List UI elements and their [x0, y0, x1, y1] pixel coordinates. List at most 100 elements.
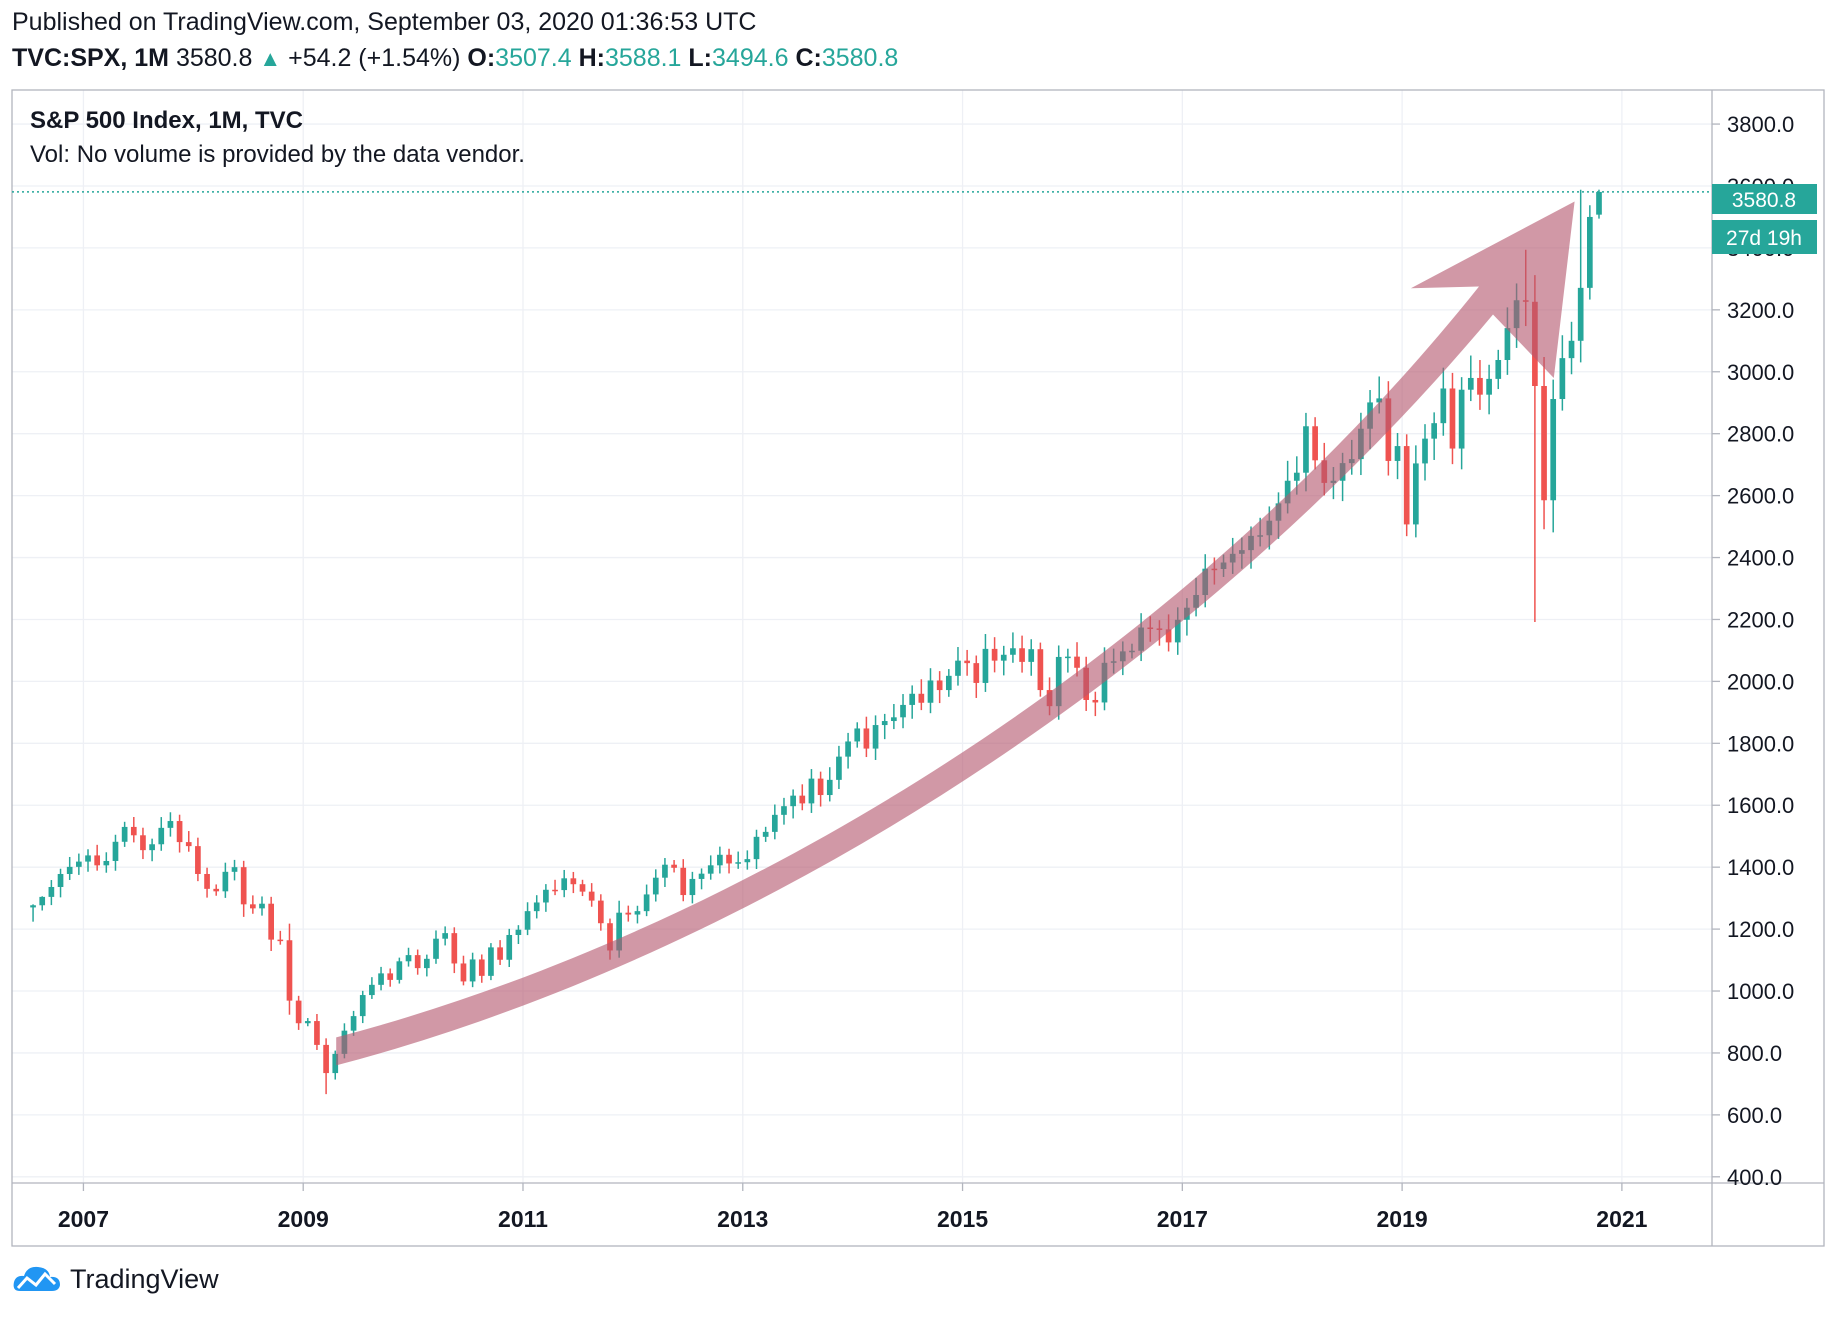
x-tick-label: 2011	[498, 1206, 548, 1232]
candle-body	[478, 959, 485, 976]
candle-body	[1422, 438, 1428, 464]
candle-body	[1101, 662, 1108, 703]
candle-body	[1010, 648, 1016, 655]
candle-body	[698, 873, 705, 879]
candle-body	[597, 900, 604, 924]
candle-body	[909, 693, 916, 705]
candle-body	[1596, 191, 1602, 215]
candle-body	[222, 871, 229, 892]
trend-arrow-annotation	[336, 201, 1575, 1066]
candle-body	[57, 873, 64, 887]
candle-body	[488, 947, 494, 976]
candle-body	[396, 961, 403, 980]
candle-body	[442, 933, 448, 939]
candle-body	[643, 894, 650, 912]
open-label: O:	[467, 44, 496, 72]
candle-body	[1577, 287, 1584, 341]
symbol-ohlc-line: TVC:SPX, 1M 3580.8 ▲ +54.2 (+1.54%) O:35…	[12, 44, 898, 73]
candle-body	[726, 854, 732, 864]
last-price-label: 3580.8	[1732, 189, 1796, 212]
candle-body	[927, 680, 934, 703]
candles	[30, 189, 1602, 1095]
candle-body	[195, 846, 201, 874]
candle-body	[176, 821, 183, 843]
candle-body	[1065, 656, 1071, 659]
low-value: 3494.6	[712, 44, 789, 72]
candle-body	[39, 896, 46, 906]
candle-body	[817, 778, 824, 796]
y-tick-label: 3000.0	[1727, 360, 1794, 385]
candle-body	[570, 878, 577, 885]
candle-body	[762, 831, 769, 837]
candle-body	[121, 826, 128, 842]
candle-body	[1550, 399, 1557, 501]
candle-body	[881, 721, 888, 726]
candle-body	[350, 1016, 357, 1031]
candle-body	[185, 842, 192, 847]
candle-body	[1394, 446, 1401, 461]
y-tick-label: 1800.0	[1727, 731, 1794, 756]
candle-body	[515, 929, 522, 935]
candle-body	[405, 955, 412, 962]
candle-body	[1376, 398, 1383, 403]
candle-body	[497, 947, 503, 960]
candle-body	[323, 1044, 329, 1074]
candle-body	[304, 1021, 311, 1024]
y-axis: 400.0 600.0 800.0 1000.0 1200.0 1400.0 1600.0 1…	[1712, 112, 1794, 1190]
candle-body	[414, 955, 421, 969]
y-tick-label: 1400.0	[1727, 855, 1794, 880]
candle-body	[900, 704, 906, 718]
candle-body	[94, 855, 101, 866]
candle-body	[836, 756, 842, 780]
candle-body	[982, 648, 989, 683]
y-tick-label: 2000.0	[1727, 669, 1794, 694]
close-label: C:	[795, 44, 822, 72]
candle-body	[973, 663, 980, 683]
candle-body	[781, 806, 787, 815]
candle-body	[588, 891, 595, 901]
high-value: 3588.1	[604, 44, 682, 72]
candle-body	[689, 878, 696, 896]
candle-body	[140, 835, 146, 851]
close-value: 3580.8	[821, 44, 899, 72]
candle-body	[259, 903, 265, 909]
x-tick-label: 2009	[278, 1206, 329, 1232]
legend-title: S&P 500 Index, 1M, TVC	[30, 107, 303, 134]
up-triangle-icon: ▲	[259, 46, 282, 71]
candle-body	[991, 648, 998, 661]
candle-body	[552, 889, 558, 892]
y-tick-label: 2400.0	[1727, 546, 1794, 571]
candle-body	[918, 693, 925, 703]
candle-body	[112, 841, 119, 861]
tradingview-logo[interactable]: TradingView	[12, 1263, 219, 1295]
candle-body	[1449, 388, 1456, 449]
brand-name: TradingView	[70, 1263, 219, 1294]
candle-body	[286, 940, 293, 1001]
candle-body	[936, 680, 943, 691]
candle-body	[268, 903, 274, 940]
candle-body	[1568, 340, 1575, 359]
candle-body	[1174, 619, 1181, 643]
open-value: 3507.4	[495, 44, 572, 72]
candle-body	[1467, 377, 1474, 390]
change-value: +54.2 (+1.54%)	[288, 44, 461, 72]
candle-body	[277, 939, 284, 942]
candle-body	[533, 902, 540, 912]
candle-body	[460, 963, 467, 982]
candle-body	[744, 859, 751, 863]
y-tick-label: 3200.0	[1727, 298, 1794, 323]
candle-body	[66, 866, 73, 874]
candle-body	[790, 795, 796, 807]
y-tick-label: 1600.0	[1727, 793, 1794, 818]
candle-body	[652, 877, 659, 895]
candle-body	[808, 778, 815, 804]
bar-countdown-label: 27d 19h	[1726, 227, 1802, 250]
candle-body	[872, 725, 879, 749]
candle-body	[1486, 378, 1492, 395]
candle-body	[524, 911, 531, 930]
high-label: H:	[578, 44, 605, 72]
y-tick-label: 1200.0	[1727, 917, 1794, 942]
candle-body	[1504, 328, 1511, 360]
x-tick-label: 2013	[717, 1206, 768, 1232]
